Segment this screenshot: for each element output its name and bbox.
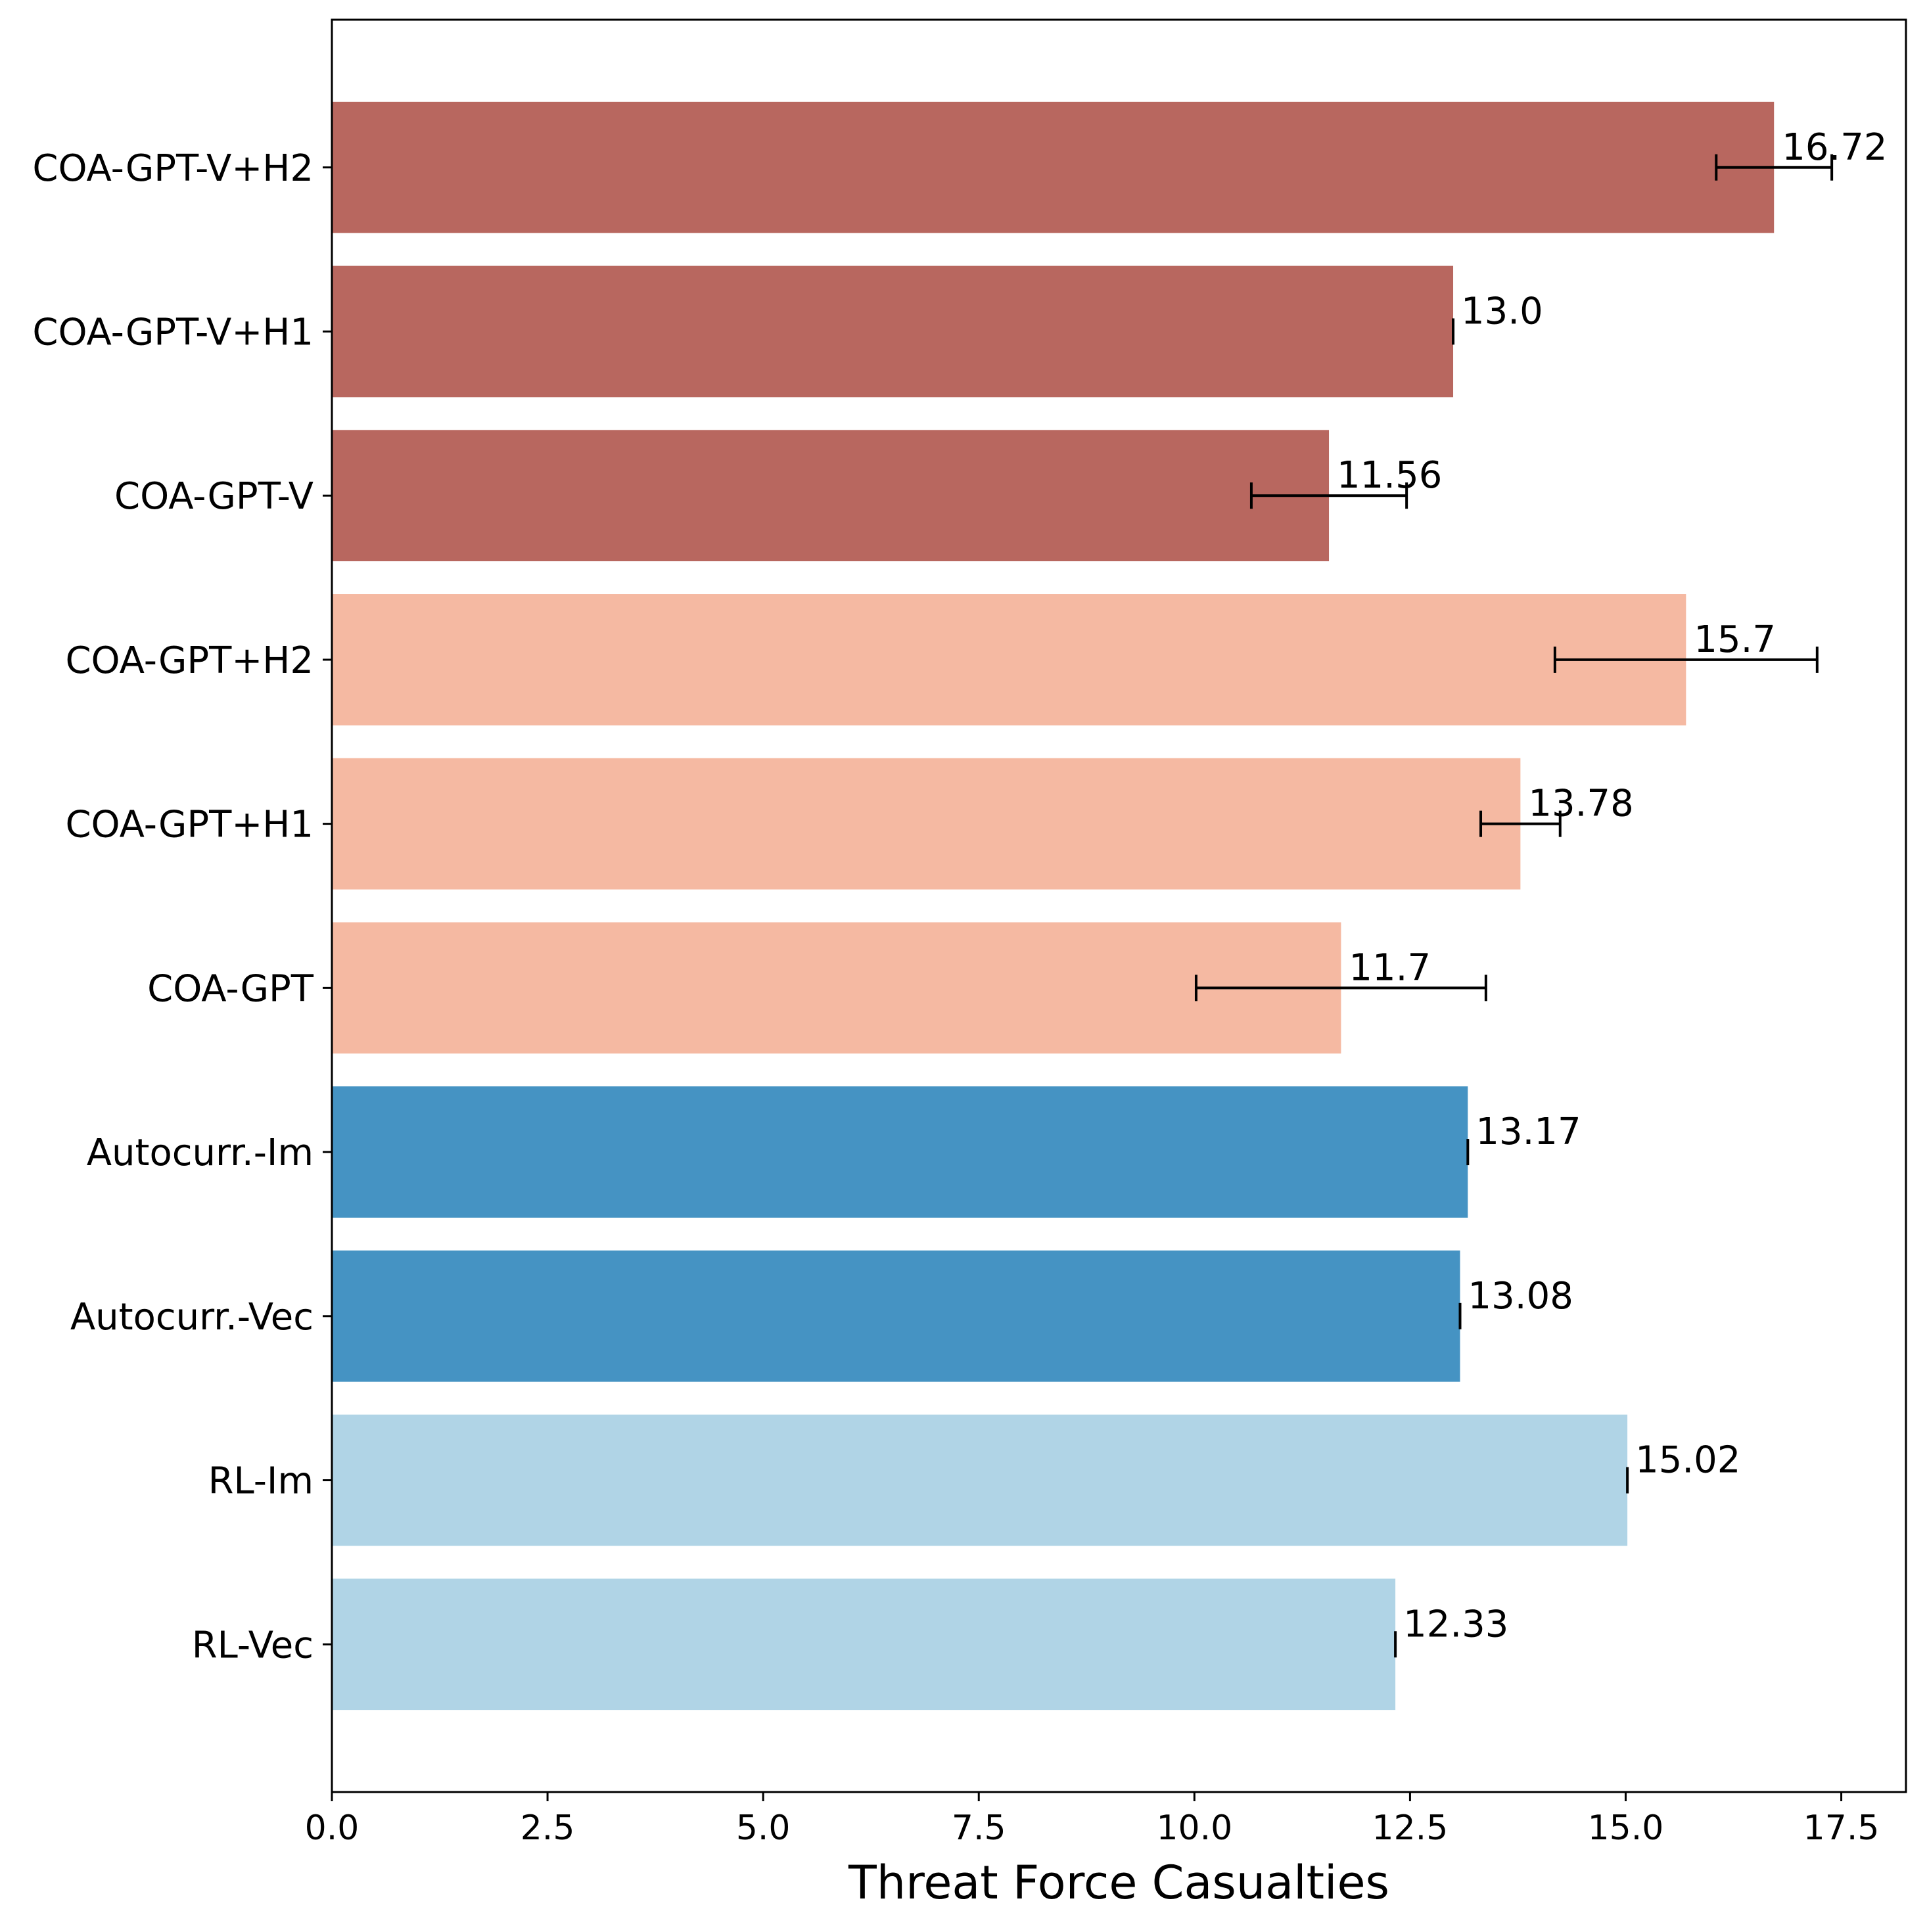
bar-autocurr-im	[332, 1086, 1468, 1218]
y-tick-label-coa-gpt-v: COA-GPT-V	[114, 475, 313, 518]
value-label-coa-gpt-v-h1: 13.0	[1461, 290, 1543, 333]
y-tick-label-coa-gpt-v-h2: COA-GPT-V+H2	[32, 147, 313, 190]
bar-coa-gpt-v	[332, 430, 1330, 562]
value-label-coa-gpt-h2: 15.7	[1694, 618, 1776, 661]
x-tick-label-1: 2.5	[521, 1808, 575, 1848]
x-tick-label-0: 0.0	[305, 1808, 360, 1848]
x-tick-label-4: 10.0	[1156, 1808, 1232, 1848]
y-tick-label-autocurr-vec: Autocurr.-Vec	[70, 1296, 313, 1339]
bar-coa-gpt-v-h2	[332, 101, 1775, 233]
bar-coa-gpt-h1	[332, 758, 1521, 890]
y-tick-label-coa-gpt-h2: COA-GPT+H2	[65, 639, 313, 682]
value-label-coa-gpt-h1: 13.78	[1528, 783, 1633, 825]
bar-coa-gpt	[332, 922, 1341, 1054]
x-axis: 0.0 2.5 5.0 7.5 10.0 12.5 15.0 17.5	[305, 1792, 1880, 1848]
x-tick-label-7: 17.5	[1803, 1808, 1880, 1848]
value-labels-layer: 16.72 13.0 11.56 15.7 13.78 11.7 13.17 13.08 15.…	[1337, 126, 1887, 1646]
y-tick-label-autocurr-im: Autocurr.-Im	[87, 1132, 313, 1174]
y-tick-label-rl-vec: RL-Vec	[192, 1624, 313, 1667]
y-axis: COA-GPT-V+H2 COA-GPT-V+H1 COA-GPT-V COA-GPT…	[32, 147, 332, 1667]
value-label-autocurr-vec: 13.08	[1468, 1275, 1573, 1318]
value-label-autocurr-im: 13.17	[1475, 1111, 1581, 1153]
bar-rl-vec	[332, 1578, 1396, 1711]
x-axis-title: Threat Force Casualties	[848, 1856, 1389, 1910]
x-tick-label-3: 7.5	[952, 1808, 1006, 1848]
y-tick-label-coa-gpt-h1: COA-GPT+H1	[65, 804, 313, 846]
x-tick-label-6: 15.0	[1588, 1808, 1664, 1848]
x-tick-label-5: 12.5	[1372, 1808, 1449, 1848]
y-tick-label-coa-gpt: COA-GPT	[147, 967, 314, 1010]
bars-layer	[332, 101, 1775, 1711]
bar-rl-im	[332, 1414, 1628, 1546]
value-label-coa-gpt-v: 11.56	[1337, 454, 1442, 497]
value-label-coa-gpt-v-h2: 16.72	[1782, 126, 1887, 169]
bar-coa-gpt-v-h1	[332, 265, 1454, 398]
error-bars-layer	[1194, 154, 1834, 1658]
bar-coa-gpt-h2	[332, 594, 1686, 725]
value-label-rl-vec: 12.33	[1403, 1603, 1508, 1645]
y-tick-label-rl-im: RL-Im	[208, 1460, 313, 1503]
value-label-coa-gpt: 11.7	[1349, 946, 1431, 989]
value-label-rl-im: 15.02	[1635, 1439, 1740, 1482]
bar-autocurr-vec	[332, 1250, 1460, 1382]
y-tick-label-coa-gpt-v-h1: COA-GPT-V+H1	[32, 311, 313, 354]
x-tick-label-2: 5.0	[736, 1808, 791, 1848]
plot-frame	[331, 18, 1907, 1793]
